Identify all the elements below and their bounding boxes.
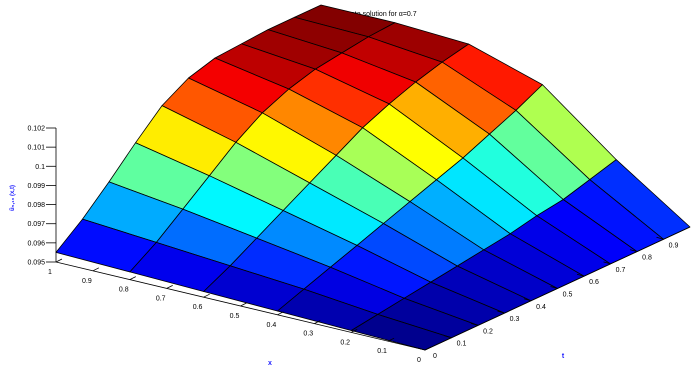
z-tick-label: 0.1 — [35, 164, 45, 171]
x-tick — [314, 320, 321, 324]
z-tick-label: 0.102 — [27, 126, 45, 133]
x-tick — [203, 293, 210, 298]
x-tick-label: 0.2 — [340, 339, 350, 346]
plot-axes: 0.0950.0960.0970.0980.0990.10.1010.10200… — [27, 126, 691, 364]
t-tick — [603, 261, 611, 265]
t-tick-label: 0 — [433, 353, 437, 360]
t-tick — [576, 273, 585, 277]
t-tick — [523, 298, 532, 302]
t-tick-label: 0.3 — [510, 316, 520, 323]
x-tick — [424, 346, 432, 351]
t-tick-label: 0.7 — [616, 267, 626, 274]
t-tick — [550, 286, 558, 289]
x-tick-label: 0.3 — [303, 331, 313, 338]
x-tick — [55, 258, 63, 263]
x-tick-label: 0.5 — [230, 313, 240, 320]
x-tick-label: 0.6 — [193, 304, 203, 311]
x-tick — [351, 329, 358, 333]
t-tick — [444, 335, 452, 339]
t-tick-label: 0.2 — [483, 328, 493, 335]
t-tick-label: 0.5 — [563, 292, 573, 299]
surface-mesh — [55, 4, 691, 351]
t-tick — [417, 347, 426, 351]
x-tick — [277, 311, 284, 316]
x-tick-label: 0.9 — [82, 278, 92, 285]
z-axis-label: ũ₅,₁₀ (x,t) — [10, 185, 16, 211]
t-tick-label: 0.4 — [536, 304, 546, 311]
z-tick-label: 0.101 — [27, 145, 45, 152]
t-tick — [629, 249, 638, 252]
z-tick-label: 0.098 — [27, 202, 45, 209]
x-tick — [240, 302, 247, 307]
z-tick-label: 0.099 — [27, 183, 45, 190]
t-tick — [656, 236, 664, 240]
t-tick-label: 0.8 — [642, 255, 652, 262]
z-tick-label: 0.095 — [27, 260, 45, 267]
t-tick-label: 0.6 — [589, 279, 599, 286]
x-tick-label: 1 — [48, 269, 52, 276]
z-tick-label: 0.096 — [27, 240, 45, 247]
chart-title: Approximate solution for α=0.7 — [321, 11, 416, 18]
x-tick-label: 0.8 — [119, 287, 129, 294]
x-tick-label: 0 — [417, 357, 421, 364]
x-tick-label: 0.1 — [377, 348, 387, 355]
x-tick — [387, 337, 395, 342]
x-tick-label: 0.7 — [156, 295, 166, 302]
x-tick-label: 0.4 — [267, 322, 277, 329]
x-tick — [92, 267, 100, 272]
surface-patch — [55, 218, 157, 273]
z-tick-label: 0.097 — [27, 221, 45, 228]
t-tick — [497, 310, 505, 314]
t-tick — [470, 323, 479, 326]
t-axis-label: t — [562, 353, 565, 360]
t-tick-label: 0.9 — [669, 242, 679, 249]
x-axis-label: x — [268, 360, 272, 366]
x-tick — [129, 276, 136, 280]
x-tick — [166, 285, 173, 289]
t-tick-label: 0.1 — [457, 341, 467, 348]
